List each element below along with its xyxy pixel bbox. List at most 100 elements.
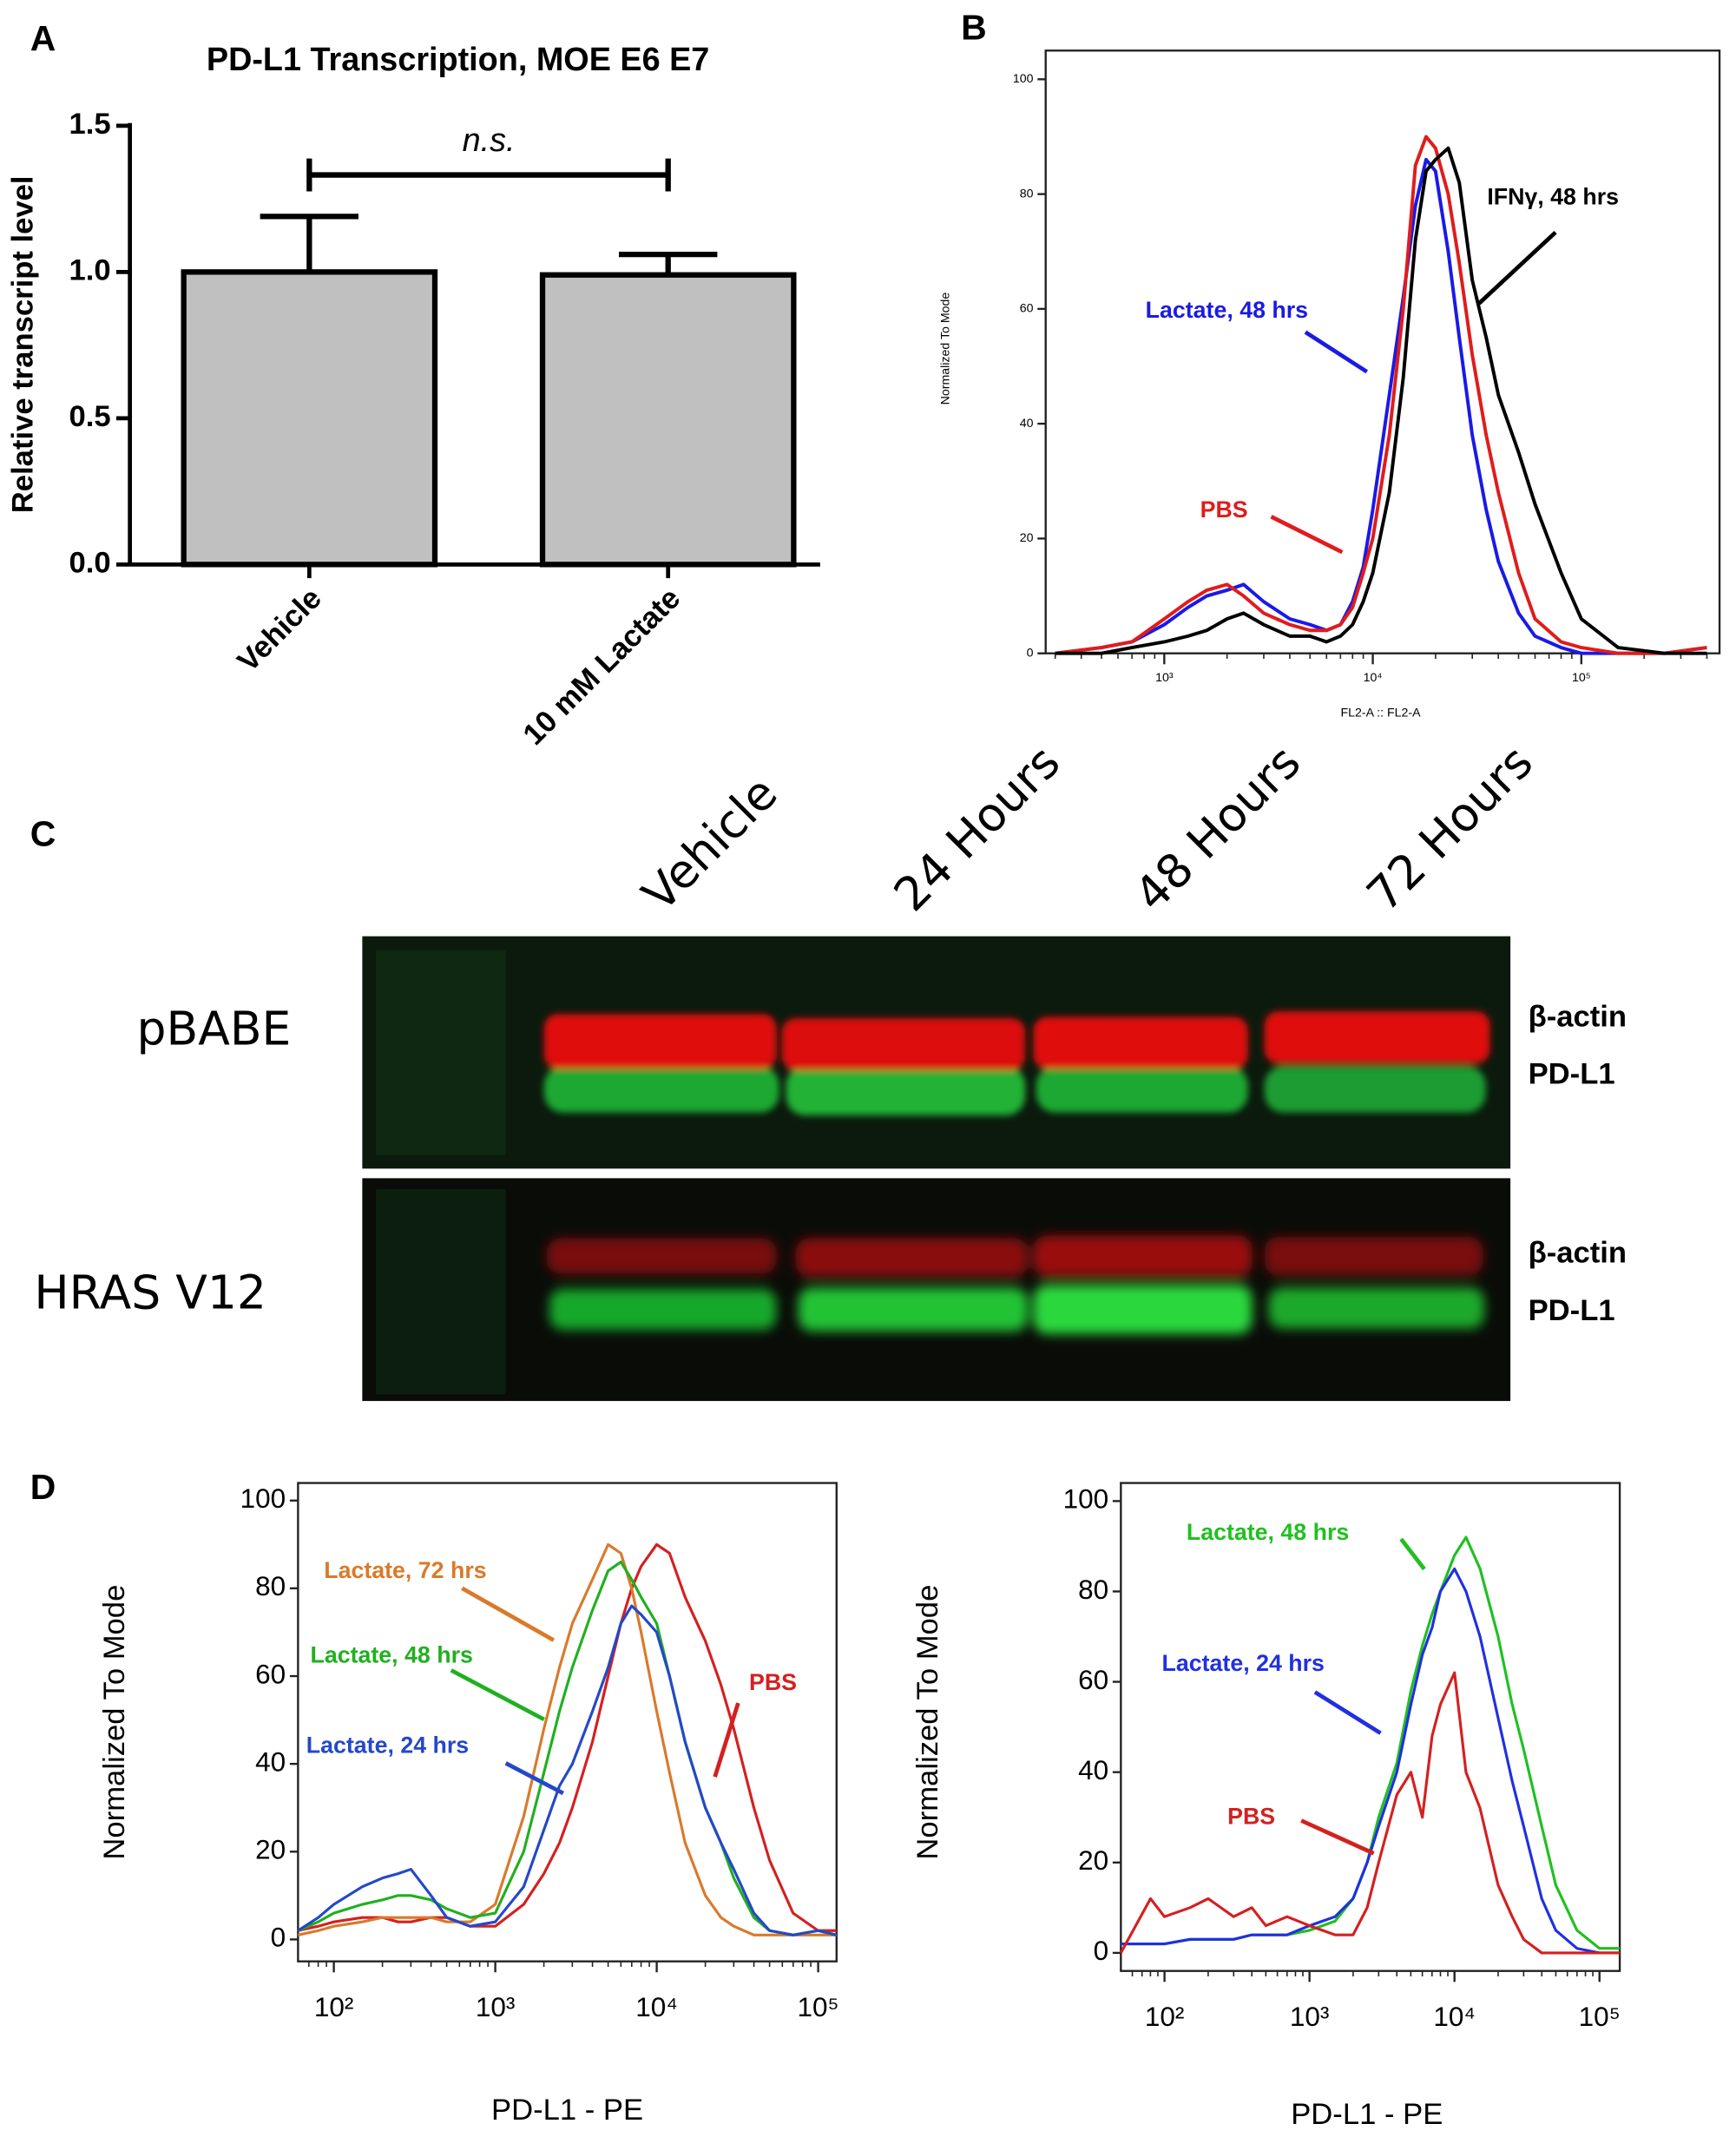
y-tick-label: 40 — [255, 1746, 286, 1777]
y-tick-label: 0.0 — [69, 547, 110, 580]
band — [543, 1066, 779, 1113]
series-label: Lactate, 48 hrs — [311, 1642, 473, 1668]
x-axis-label: PD-L1 - PE — [491, 2094, 643, 2127]
bands-top — [543, 1011, 1490, 1115]
y-axis-label: Relative transcript level — [7, 175, 40, 513]
annotation: n.s. — [463, 122, 516, 159]
plot-frame — [1044, 49, 1721, 654]
panel-letter: A — [30, 18, 56, 58]
band-label: β-actin — [1529, 1000, 1627, 1033]
series-line — [298, 1542, 837, 1936]
y-tick-label: 60 — [1078, 1664, 1108, 1695]
x-tick-label: 10⁵ — [1572, 671, 1591, 685]
y-axis-label: Normalized To Mode — [98, 1585, 131, 1860]
leader-line — [1477, 230, 1557, 306]
y-tick-label: 100 — [1013, 72, 1034, 86]
band — [1033, 1016, 1248, 1069]
band — [1264, 1066, 1486, 1113]
leader-line — [1304, 330, 1369, 374]
y-tick-label: 20 — [1020, 531, 1034, 545]
plot-frame — [1120, 1482, 1621, 1972]
series-line — [1055, 135, 1707, 655]
series-line — [1121, 1567, 1621, 1955]
y-tick-label: 100 — [1063, 1483, 1109, 1515]
y-tick-label: 100 — [240, 1483, 286, 1514]
x-axis-label: FL2-A :: FL2-A — [1340, 707, 1421, 720]
panel-letter: B — [961, 7, 987, 47]
series-label: PBS — [749, 1669, 797, 1695]
y-tick-label: 0 — [1094, 1935, 1109, 1966]
y-tick-label: 0.5 — [69, 400, 110, 433]
panel-letter: C — [30, 814, 56, 854]
bar — [539, 272, 797, 568]
y-tick-label: 1.0 — [69, 254, 110, 287]
series-label: Lactate, 72 hrs — [324, 1557, 486, 1583]
band — [1036, 1066, 1248, 1113]
series-label: Lactate, 48 hrs — [1146, 297, 1308, 323]
x-tick-label: 10³ — [476, 1991, 516, 2022]
band-label: β-actin — [1529, 1237, 1627, 1270]
band — [543, 1014, 777, 1069]
ladder-lane — [376, 1188, 506, 1395]
band — [781, 1018, 1026, 1070]
y-tick-label: 1.5 — [69, 108, 110, 141]
y-tick-label: 60 — [255, 1658, 286, 1689]
band-label: PD-L1 — [1529, 1057, 1615, 1090]
y-axis-label: Normalized To Mode — [911, 1585, 944, 1860]
row-label: pBABE — [137, 1002, 292, 1056]
y-tick-label: 20 — [255, 1834, 286, 1865]
leader-line — [713, 1702, 740, 1778]
leader-line — [1313, 1690, 1382, 1735]
series-line — [298, 1542, 837, 1932]
band — [549, 1288, 777, 1331]
bar — [181, 269, 438, 568]
series-line — [1055, 157, 1707, 655]
row-label: HRAS V12 — [34, 1265, 266, 1319]
x-tick-label: 10² — [314, 1991, 354, 2022]
series-label: Lactate, 48 hrs — [1187, 1519, 1349, 1545]
band-label: PD-L1 — [1529, 1294, 1615, 1327]
leader-line — [450, 1668, 545, 1722]
band — [1033, 1285, 1253, 1334]
y-tick-label: 0 — [271, 1922, 286, 1953]
x-tick-label: 10² — [1145, 2001, 1185, 2032]
band — [1268, 1287, 1485, 1329]
series-label: Lactate, 24 hrs — [306, 1732, 469, 1759]
leader-line — [504, 1761, 564, 1796]
band — [786, 1066, 1026, 1115]
x-tick-label: 10³ — [1155, 671, 1174, 685]
panel-letter: D — [30, 1467, 56, 1507]
y-tick-label: 0 — [1027, 646, 1034, 660]
x-tick-label: 10⁴ — [635, 1991, 678, 2022]
x-axis-label: PD-L1 - PE — [1291, 2098, 1443, 2131]
x-tick-label: 10³ — [1290, 2001, 1330, 2032]
x-tick-label: 10⁴ — [1433, 2001, 1476, 2032]
y-tick-label: 60 — [1020, 302, 1034, 316]
plot-frame — [297, 1482, 838, 1963]
series-label: IFNγ, 48 hrs — [1487, 183, 1619, 209]
leader-line — [1300, 1818, 1375, 1856]
y-tick-label: 20 — [1078, 1844, 1108, 1876]
band — [795, 1238, 1029, 1277]
series-line — [1119, 1671, 1621, 1955]
series-label: Lactate, 24 hrs — [1162, 1650, 1325, 1676]
series-label: PBS — [1227, 1803, 1275, 1829]
series-line — [297, 1604, 838, 1936]
series-line — [1055, 146, 1707, 655]
leader-line — [1399, 1537, 1426, 1571]
band — [798, 1287, 1029, 1331]
y-tick-label: 80 — [1078, 1574, 1108, 1605]
leader-line — [1270, 515, 1344, 555]
series-label: PBS — [1200, 496, 1248, 523]
x-tick-label: 10⁵ — [798, 1991, 839, 2022]
chart-title: PD-L1 Transcription, MOE E6 E7 — [207, 42, 709, 78]
band — [1264, 1011, 1490, 1064]
series-line — [297, 1560, 838, 1936]
x-tick-label: 10⁵ — [1579, 2001, 1621, 2032]
band — [1033, 1235, 1253, 1277]
leader-line — [461, 1586, 555, 1642]
band — [546, 1238, 777, 1274]
y-tick-label: 80 — [1020, 187, 1034, 201]
y-tick-label: 40 — [1020, 417, 1034, 431]
